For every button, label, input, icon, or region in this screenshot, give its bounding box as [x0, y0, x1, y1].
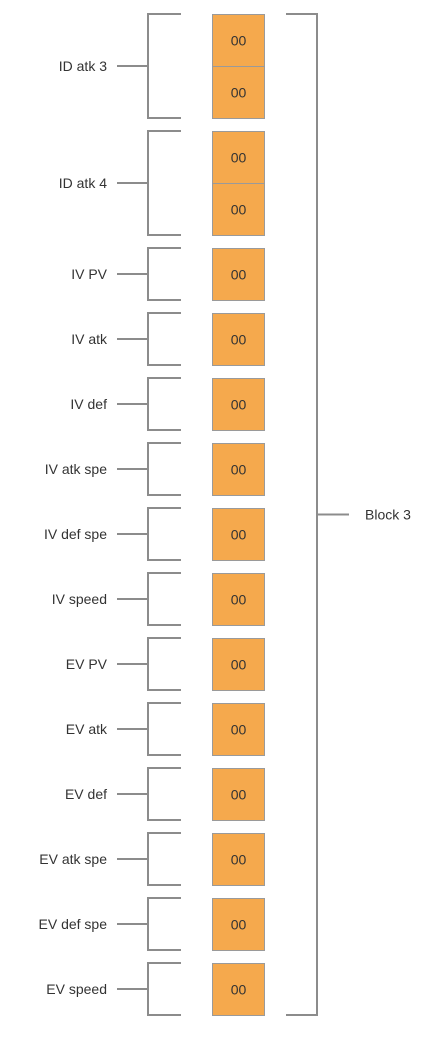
field-bracket [147, 832, 181, 886]
byte-cell [212, 768, 265, 821]
field-label: EV def [65, 786, 107, 802]
byte-cell [212, 833, 265, 886]
field-label: IV def [70, 396, 107, 412]
byte-cell-value: 00 [231, 85, 247, 101]
block-bracket [286, 13, 318, 1016]
byte-cell [212, 378, 265, 431]
byte-cell-value: 00 [231, 150, 247, 166]
field-bracket [147, 442, 181, 496]
byte-cell [212, 963, 265, 1016]
byte-cell-value: 00 [231, 202, 247, 218]
field-label: EV atk [66, 721, 108, 737]
field-group: EV speed 00 [46, 962, 265, 1016]
field-label: IV atk [71, 331, 108, 347]
byte-cell [212, 508, 265, 561]
field-group: IV atk spe 00 [45, 442, 265, 496]
field-label: EV def spe [39, 916, 108, 932]
byte-cell [212, 703, 265, 756]
byte-cell [212, 183, 265, 236]
field-group: IV atk 00 [71, 312, 265, 366]
byte-cell [212, 573, 265, 626]
field-bracket [147, 13, 181, 119]
field-label: ID atk 3 [59, 58, 107, 74]
byte-cell [212, 638, 265, 691]
field-bracket [147, 897, 181, 951]
field-bracket [147, 312, 181, 366]
field-label: IV PV [71, 266, 107, 282]
field-bracket [147, 572, 181, 626]
byte-cell [212, 248, 265, 301]
byte-cell [212, 66, 265, 119]
field-group: EV PV 00 [66, 637, 265, 691]
field-group: EV def spe 00 [39, 897, 265, 951]
byte-cell-value: 00 [231, 527, 247, 543]
field-bracket [147, 377, 181, 431]
byte-cell-value: 00 [231, 592, 247, 608]
field-bracket [147, 702, 181, 756]
field-bracket [147, 637, 181, 691]
byte-cell [212, 313, 265, 366]
field-group: ID atk 3 00 00 [59, 13, 265, 119]
field-group: EV atk 00 [66, 702, 265, 756]
byte-cell-value: 00 [231, 917, 247, 933]
byte-cell [212, 131, 265, 184]
byte-cell-value: 00 [231, 267, 247, 283]
byte-cell-value: 00 [231, 397, 247, 413]
field-label: EV speed [46, 981, 107, 997]
field-group: ID atk 4 00 00 [59, 130, 265, 236]
field-group: EV atk spe 00 [39, 832, 265, 886]
field-bracket [147, 767, 181, 821]
field-group: IV speed 00 [52, 572, 265, 626]
byte-cell-value: 00 [231, 722, 247, 738]
field-group: IV def spe 00 [44, 507, 265, 561]
byte-cell-value: 00 [231, 787, 247, 803]
field-group: EV def 00 [65, 767, 265, 821]
field-label: ID atk 4 [59, 175, 107, 191]
field-label: EV atk spe [39, 851, 107, 867]
byte-cell-value: 00 [231, 332, 247, 348]
field-label: IV atk spe [45, 461, 107, 477]
field-bracket [147, 962, 181, 1016]
byte-cell-value: 00 [231, 33, 247, 49]
field-label: EV PV [66, 656, 108, 672]
field-bracket [147, 247, 181, 301]
field-bracket [147, 130, 181, 236]
field-label: IV def spe [44, 526, 107, 542]
byte-cell [212, 898, 265, 951]
byte-cell-value: 00 [231, 657, 247, 673]
field-bracket [147, 507, 181, 561]
byte-cell-value: 00 [231, 852, 247, 868]
field-group: IV def 00 [70, 377, 265, 431]
byte-cell [212, 443, 265, 496]
byte-cell-value: 00 [231, 462, 247, 478]
field-group: IV PV 00 [71, 247, 265, 301]
field-label: IV speed [52, 591, 107, 607]
byte-cell-value: 00 [231, 982, 247, 998]
block-label: Block 3 [365, 507, 411, 523]
block-bracket-group: Block 3 [286, 13, 411, 1016]
